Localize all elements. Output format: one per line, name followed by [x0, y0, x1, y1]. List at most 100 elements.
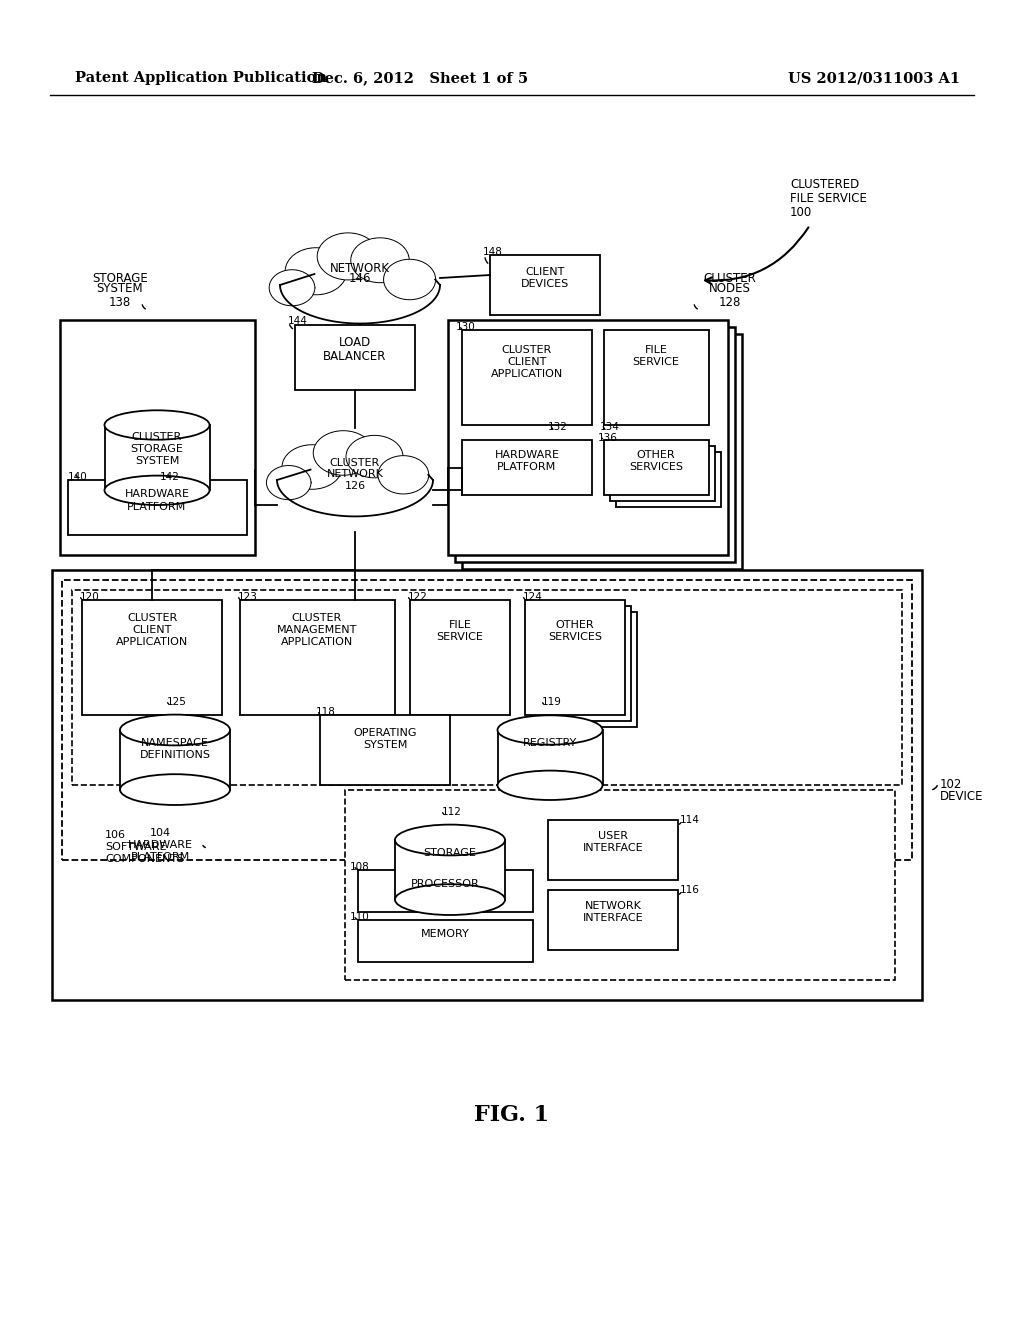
- Bar: [449, 319, 728, 554]
- Ellipse shape: [351, 239, 409, 282]
- Ellipse shape: [346, 436, 402, 478]
- Ellipse shape: [267, 466, 310, 499]
- Text: APPLICATION: APPLICATION: [490, 370, 563, 379]
- Text: 104: 104: [150, 828, 171, 838]
- Text: FIG. 1: FIG. 1: [474, 1104, 550, 1126]
- Text: CLUSTER: CLUSTER: [292, 612, 342, 623]
- Ellipse shape: [267, 466, 310, 499]
- Text: INTERFACE: INTERFACE: [583, 843, 643, 853]
- Text: SERVICE: SERVICE: [436, 632, 483, 642]
- Text: Dec. 6, 2012   Sheet 1 of 5: Dec. 6, 2012 Sheet 1 of 5: [312, 71, 528, 84]
- Text: SYSTEM: SYSTEM: [135, 455, 179, 466]
- Text: 110: 110: [350, 912, 370, 921]
- Text: NODES: NODES: [709, 282, 751, 296]
- Text: PLATFORM: PLATFORM: [130, 851, 189, 862]
- Bar: [358, 920, 534, 962]
- Bar: [319, 715, 450, 785]
- Text: 146: 146: [349, 272, 372, 285]
- Ellipse shape: [120, 775, 230, 805]
- Text: LOAD: LOAD: [339, 337, 371, 350]
- Text: DEVICES: DEVICES: [521, 279, 569, 289]
- Ellipse shape: [498, 715, 602, 744]
- Bar: [604, 330, 709, 425]
- Bar: [52, 570, 922, 1001]
- Bar: [462, 330, 592, 425]
- Ellipse shape: [286, 248, 346, 294]
- Text: 116: 116: [680, 884, 699, 895]
- Text: 102: 102: [940, 779, 963, 792]
- Text: SERVICE: SERVICE: [633, 356, 680, 367]
- Text: CLIENT: CLIENT: [507, 356, 547, 367]
- Text: NETWORK: NETWORK: [327, 469, 383, 479]
- Text: 114: 114: [680, 814, 699, 825]
- Bar: [345, 789, 895, 979]
- Text: SERVICES: SERVICES: [548, 632, 602, 642]
- Bar: [295, 325, 415, 389]
- Text: PLATFORM: PLATFORM: [127, 502, 186, 512]
- Ellipse shape: [498, 771, 602, 800]
- Text: 142: 142: [160, 473, 180, 482]
- Text: CLUSTERED: CLUSTERED: [790, 178, 859, 191]
- Text: APPLICATION: APPLICATION: [116, 638, 188, 647]
- Bar: [410, 601, 510, 715]
- Text: 132: 132: [548, 422, 568, 432]
- Text: Patent Application Publication: Patent Application Publication: [75, 71, 327, 84]
- Bar: [358, 870, 534, 912]
- Text: CLIENT: CLIENT: [525, 267, 564, 277]
- Text: CLIENT: CLIENT: [132, 624, 172, 635]
- Text: STORAGE: STORAGE: [131, 444, 183, 454]
- Ellipse shape: [280, 247, 440, 323]
- Bar: [531, 606, 631, 721]
- Bar: [548, 890, 678, 950]
- Text: 100: 100: [790, 206, 812, 219]
- Text: 120: 120: [80, 591, 99, 602]
- Bar: [616, 451, 721, 507]
- Ellipse shape: [269, 271, 314, 305]
- Text: US 2012/0311003 A1: US 2012/0311003 A1: [787, 71, 961, 84]
- Text: 126: 126: [344, 480, 366, 491]
- Text: APPLICATION: APPLICATION: [281, 638, 353, 647]
- Text: 134: 134: [600, 422, 620, 432]
- Text: STORAGE: STORAGE: [424, 847, 476, 858]
- Text: BALANCER: BALANCER: [324, 350, 387, 363]
- FancyArrowPatch shape: [706, 227, 809, 284]
- Bar: [604, 440, 709, 495]
- Ellipse shape: [269, 271, 314, 305]
- Text: 125: 125: [167, 697, 186, 708]
- Text: OTHER: OTHER: [637, 450, 675, 459]
- Ellipse shape: [395, 825, 505, 855]
- Bar: [525, 601, 625, 715]
- Text: SYSTEM: SYSTEM: [96, 282, 143, 296]
- Bar: [104, 425, 210, 490]
- Bar: [62, 579, 912, 861]
- Text: REGISTRY: REGISTRY: [523, 738, 578, 748]
- Text: MEMORY: MEMORY: [421, 929, 469, 939]
- Text: OTHER: OTHER: [556, 620, 594, 630]
- Ellipse shape: [384, 260, 435, 300]
- Text: DEFINITIONS: DEFINITIONS: [139, 750, 211, 760]
- Text: NAMESPACE: NAMESPACE: [141, 738, 209, 748]
- Ellipse shape: [317, 234, 378, 280]
- Bar: [548, 820, 678, 880]
- Text: MANAGEMENT: MANAGEMENT: [276, 624, 357, 635]
- Text: SERVICES: SERVICES: [629, 462, 683, 473]
- Bar: [537, 612, 637, 727]
- Text: 140: 140: [68, 473, 88, 482]
- Ellipse shape: [379, 457, 428, 494]
- Text: USER: USER: [598, 832, 628, 841]
- Text: CLUSTER: CLUSTER: [127, 612, 177, 623]
- Text: 119: 119: [542, 697, 562, 708]
- Text: 112: 112: [442, 807, 462, 817]
- Ellipse shape: [120, 714, 230, 746]
- Bar: [68, 480, 247, 535]
- Ellipse shape: [283, 445, 342, 488]
- Text: 122: 122: [408, 591, 428, 602]
- Text: STORAGE: STORAGE: [92, 272, 147, 285]
- Bar: [455, 327, 735, 562]
- Text: FILE: FILE: [449, 620, 471, 630]
- Bar: [462, 440, 592, 495]
- Text: 106: 106: [105, 830, 126, 840]
- Bar: [120, 730, 230, 789]
- Text: OPERATING: OPERATING: [353, 729, 417, 738]
- Text: 128: 128: [719, 296, 741, 309]
